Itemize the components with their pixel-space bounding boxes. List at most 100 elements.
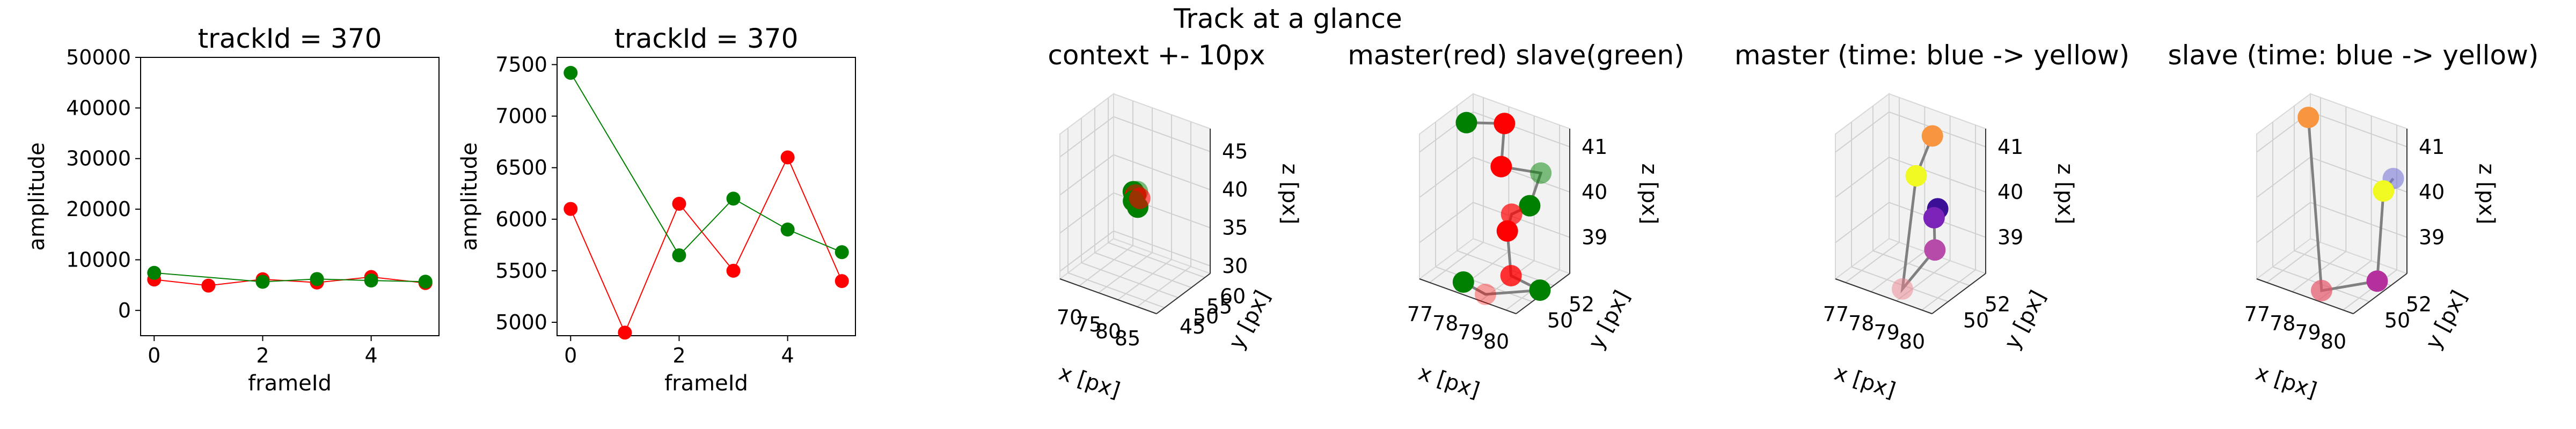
data-point-green: [147, 265, 162, 280]
y-tick-label: 40000: [66, 96, 131, 120]
data-point: [1494, 113, 1516, 135]
y-tick-label: 52: [2406, 293, 2432, 316]
z-tick-label: 41: [1582, 135, 1607, 159]
grid-line: [1117, 115, 1172, 300]
x-axis-label: x [px]: [1056, 360, 1123, 403]
y-tick-label: 0: [118, 299, 131, 322]
data-point: [1474, 283, 1496, 305]
x-tick-label: 77: [1407, 302, 1433, 326]
z-axis-label: z [px]: [1637, 164, 1662, 225]
data-point: [2297, 106, 2319, 128]
x-tick-label: 77: [1823, 302, 1849, 326]
y-tick-label: 20000: [66, 197, 131, 221]
grid-line: [1429, 97, 1484, 283]
y-axis-line: [1931, 273, 1986, 314]
grid-line: [1835, 157, 1986, 198]
x-tick-label: 85: [1115, 327, 1140, 350]
data-point: [1891, 278, 1913, 300]
x-tick-label: 0: [564, 344, 577, 367]
x-tick-label: 2: [256, 344, 269, 367]
z-tick-label: 30: [1222, 254, 1248, 278]
grid-line: [1845, 97, 1900, 283]
x-tick-label: 77: [2244, 302, 2270, 326]
y-tick-label: 60: [1220, 285, 1246, 308]
z-tick-label: 35: [1222, 216, 1248, 240]
grid-line: [1435, 122, 1533, 302]
x-axis-label: frameId: [664, 371, 748, 396]
side-pane: [1059, 93, 1114, 280]
y-tick-label: 55: [1206, 294, 1232, 318]
grid-line: [1835, 202, 1986, 243]
data-point-red: [672, 196, 686, 211]
x-axis-line: [1419, 278, 1517, 314]
data-point-red: [564, 202, 578, 216]
data-point: [1924, 239, 1946, 261]
data-point-green: [255, 275, 270, 289]
grid-line: [1480, 116, 1535, 301]
y-axis-label: amplitude: [25, 142, 49, 250]
chart-panel-6: slave (time: blue -> yellow) 77 78 79 80 5052…: [2168, 40, 2539, 403]
grid-line: [1081, 118, 1179, 298]
y-tick-label: 50000: [66, 46, 131, 69]
grid-line: [1079, 101, 1133, 286]
chart-panel-5: master (time: blue -> yellow) 77 78 79 80 505…: [1735, 40, 2129, 403]
z-tick-label: 39: [2419, 226, 2445, 249]
data-point: [2373, 180, 2395, 202]
grid-line: [1098, 108, 1153, 293]
chart-title: trackId = 370: [614, 23, 799, 54]
grid-line: [1059, 192, 1211, 234]
x-tick-label: 4: [781, 344, 794, 367]
y-tick-label: 50: [1963, 309, 1989, 332]
x-axis-label: x [px]: [1415, 360, 1482, 403]
x-tick-label: 79: [1458, 321, 1484, 344]
x-axis-label: x [px]: [1831, 360, 1898, 403]
x-tick-label: 80: [1095, 320, 1121, 343]
chart-title: master (time: blue -> yellow): [1735, 40, 2129, 71]
data-point: [1496, 220, 1518, 242]
data-point: [1490, 156, 1512, 177]
grid-line: [2294, 106, 2391, 286]
data-point-green: [364, 273, 378, 288]
chart-title: slave (time: blue -> yellow): [2168, 40, 2539, 71]
y-tick-label: 5000: [495, 310, 547, 334]
x-axis-label: frameId: [248, 371, 332, 396]
grid-line: [1137, 122, 1191, 307]
y-axis-line: [1156, 273, 1211, 314]
x-tick-label: 79: [2295, 321, 2321, 344]
grid-line: [1835, 111, 1986, 153]
data-point-green: [564, 65, 578, 80]
chart-panel-2: trackId = 370 0 2 4 5000 5500 6000 6500 7000 7500…: [457, 23, 856, 396]
data-point: [1452, 271, 1474, 293]
x-tick-label: 4: [365, 344, 378, 367]
chart-panel-1: trackId = 370 0 2 4 0 10000 20000 30000 40000 500…: [25, 23, 440, 396]
grid-line: [1896, 116, 1951, 301]
y-tick-label: 52: [1569, 293, 1594, 316]
data-point-red: [780, 150, 795, 165]
x-axis-line: [1835, 278, 1933, 314]
chart-title: context +- 10px: [1048, 40, 1265, 71]
x-tick-label: 75: [1076, 313, 1102, 336]
grid-line: [2272, 122, 2370, 302]
z-axis-label: z [px]: [2053, 164, 2077, 225]
y-tick-label: 45: [1180, 315, 1205, 338]
x-tick-label: 80: [1899, 330, 1925, 353]
data-point-red: [618, 326, 632, 340]
grid-line: [1921, 125, 1977, 310]
x-axis-label: x [px]: [2252, 360, 2319, 403]
data-point: [2310, 279, 2332, 301]
x-tick-label: 2: [672, 344, 685, 367]
x-axis-line: [1059, 278, 1157, 314]
y-tick-label: 7500: [495, 53, 547, 76]
y-tick-label: 30000: [66, 147, 131, 171]
data-point: [1519, 195, 1541, 217]
data-point: [1905, 165, 1927, 187]
data-point: [1530, 162, 1552, 184]
data-point-green: [835, 245, 849, 260]
grid-line: [1108, 98, 1205, 278]
data-point-green: [726, 191, 741, 206]
x-tick-label: 0: [148, 344, 160, 367]
grid-line: [2256, 202, 2407, 243]
grid-line: [1059, 230, 1211, 272]
